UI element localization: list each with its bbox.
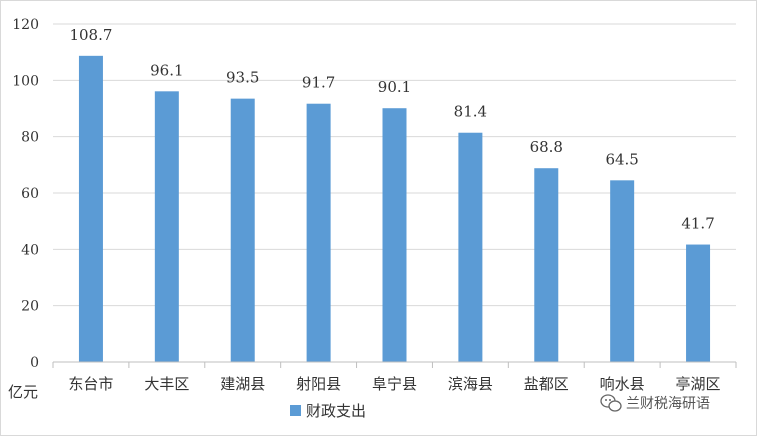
data-label: 93.5 (226, 69, 259, 87)
data-label: 68.8 (530, 138, 563, 156)
bar (458, 132, 483, 362)
category-label: 亭湖区 (676, 375, 721, 393)
legend-swatch (290, 405, 301, 416)
category-label: 滨海县 (448, 375, 493, 393)
watermark: 兰财税海研语 (600, 394, 710, 412)
legend-label: 财政支出 (306, 402, 366, 420)
data-label: 64.5 (605, 150, 638, 168)
bar (686, 244, 711, 362)
data-label: 96.1 (150, 61, 183, 79)
category-label: 大丰区 (144, 375, 189, 393)
bar (534, 168, 559, 362)
y-tick-label: 60 (21, 186, 39, 202)
category-label: 盐都区 (524, 375, 569, 393)
watermark-text: 兰财税海研语 (626, 396, 710, 412)
y-axis-unit-label: 亿元 (8, 383, 38, 401)
legend: 财政支出 (290, 402, 366, 420)
category-label: 阜宁县 (372, 375, 417, 393)
bar (154, 91, 179, 363)
data-labels: 108.7 96.1 93.5 91.7 90.1 81.4 68.8 64.5 41.7 (69, 26, 714, 233)
data-label: 41.7 (681, 215, 714, 233)
bar (610, 180, 635, 362)
category-label: 东台市 (68, 375, 113, 393)
bar (78, 55, 103, 362)
y-tick-label: 120 (12, 17, 39, 33)
y-tick-label: 20 (21, 299, 39, 315)
category-label: 响水县 (600, 375, 645, 393)
bars (78, 55, 711, 363)
y-axis-ticks: 0 20 40 60 80 100 120 (12, 17, 39, 371)
data-label: 81.4 (454, 103, 487, 121)
y-tick-label: 100 (12, 73, 39, 89)
category-label: 建湖县 (220, 375, 265, 393)
data-label: 91.7 (302, 74, 335, 92)
y-tick-label: 40 (21, 242, 39, 258)
x-axis-tick-marks (52, 362, 737, 368)
y-tick-label: 80 (21, 130, 39, 146)
y-tick-label: 0 (30, 355, 39, 371)
data-label: 108.7 (69, 26, 112, 44)
bar (230, 98, 255, 363)
bar (306, 103, 331, 362)
wechat-icon (600, 394, 622, 412)
category-label: 射阳县 (296, 375, 341, 393)
category-labels: 东台市 大丰区 建湖县 射阳县 阜宁县 滨海县 盐都区 响水县 亭湖区 (68, 375, 720, 393)
data-label: 90.1 (378, 78, 411, 96)
bar (382, 108, 407, 363)
